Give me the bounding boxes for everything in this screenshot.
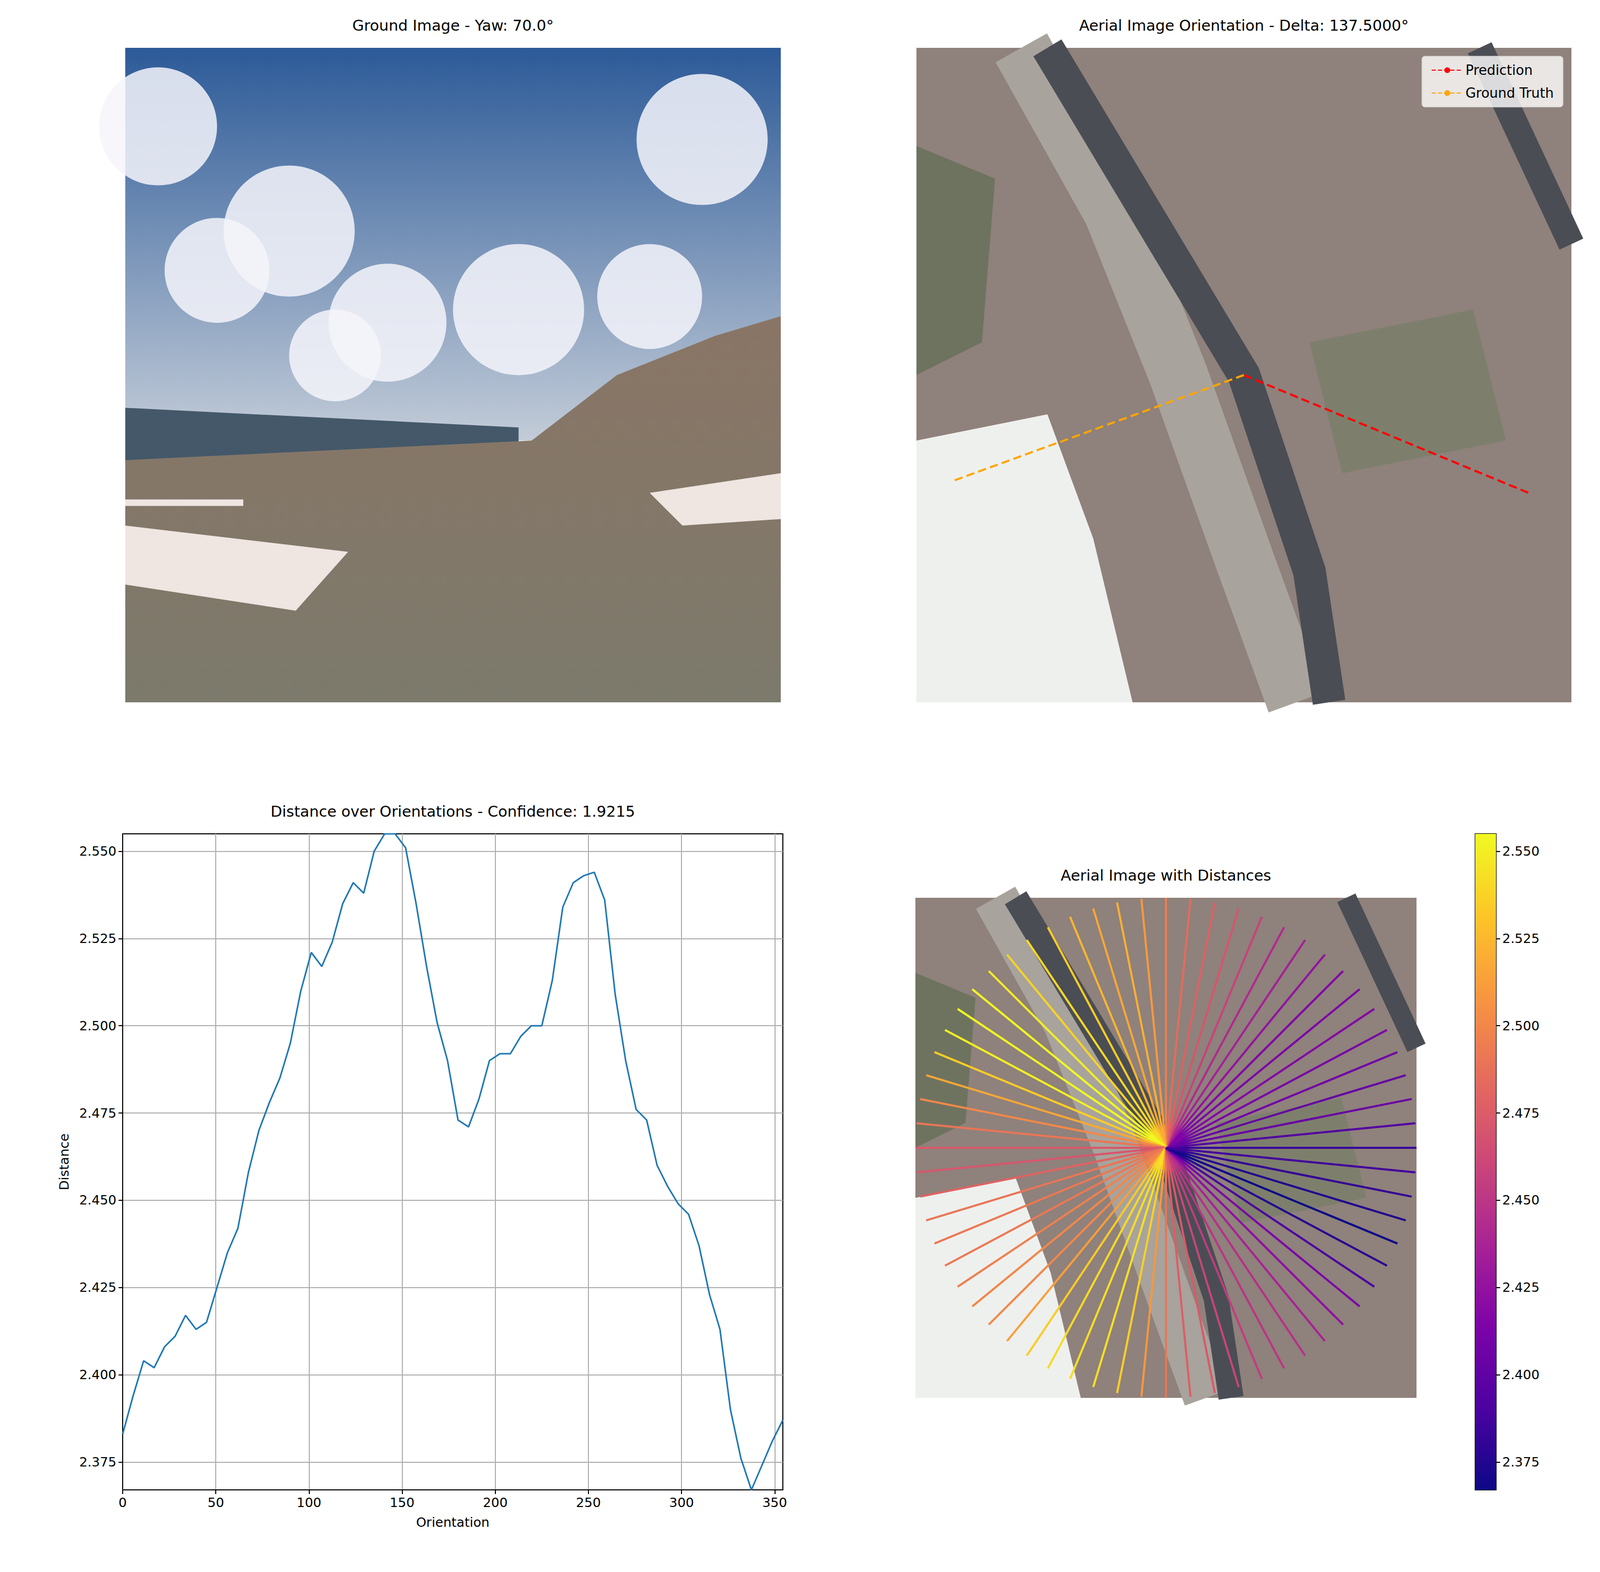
svg-text:2.475: 2.475 [79, 1105, 117, 1121]
svg-text:250: 250 [575, 1494, 601, 1511]
svg-text:2.525: 2.525 [79, 930, 117, 947]
svg-text:2.475: 2.475 [1502, 1105, 1540, 1121]
svg-text:Distance over Orientations - C: Distance over Orientations - Confidence:… [270, 802, 635, 821]
svg-text:Prediction: Prediction [1465, 62, 1533, 78]
svg-text:350: 350 [762, 1494, 788, 1511]
svg-text:2.375: 2.375 [1502, 1454, 1540, 1470]
svg-text:Distance: Distance [56, 1133, 72, 1190]
svg-text:2.500: 2.500 [79, 1018, 117, 1034]
svg-text:2.400: 2.400 [1502, 1367, 1540, 1383]
svg-text:Aerial Image Orientation - Del: Aerial Image Orientation - Delta: 137.50… [1079, 16, 1409, 35]
svg-text:100: 100 [296, 1494, 322, 1511]
svg-text:Ground Image - Yaw: 70.0°: Ground Image - Yaw: 70.0° [352, 16, 554, 35]
svg-text:2.425: 2.425 [1502, 1279, 1540, 1295]
svg-text:50: 50 [207, 1494, 225, 1511]
svg-text:2.375: 2.375 [79, 1454, 117, 1470]
svg-text:2.450: 2.450 [79, 1192, 117, 1208]
svg-text:0: 0 [118, 1494, 127, 1511]
svg-text:2.425: 2.425 [79, 1279, 117, 1295]
svg-text:2.550: 2.550 [1502, 843, 1540, 859]
svg-text:150: 150 [389, 1494, 415, 1511]
svg-text:200: 200 [482, 1494, 508, 1511]
svg-text:Ground Truth: Ground Truth [1465, 85, 1554, 101]
svg-text:2.400: 2.400 [79, 1367, 117, 1383]
svg-text:Orientation: Orientation [415, 1514, 490, 1530]
svg-text:300: 300 [669, 1494, 694, 1511]
svg-text:2.525: 2.525 [1502, 930, 1540, 947]
svg-text:2.500: 2.500 [1502, 1018, 1540, 1034]
svg-text:2.550: 2.550 [79, 843, 117, 859]
svg-text:Aerial Image with Distances: Aerial Image with Distances [1060, 866, 1272, 885]
svg-text:2.450: 2.450 [1502, 1192, 1540, 1208]
